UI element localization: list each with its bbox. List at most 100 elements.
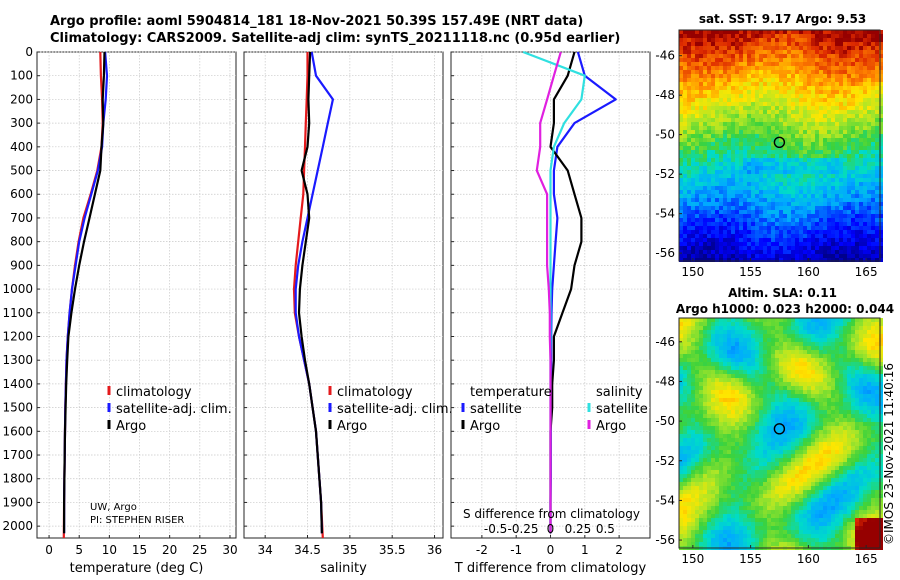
sla-map-cell <box>835 438 839 442</box>
sla-map-cell <box>723 330 727 334</box>
sla-map-cell <box>679 322 683 326</box>
sst-map-cell <box>795 250 799 254</box>
sst-map-cell <box>771 230 775 234</box>
sla-map-cell <box>803 374 807 378</box>
sla-map-cell <box>775 442 779 446</box>
sla-map-cell <box>683 326 687 330</box>
sst-map-cell <box>759 210 763 214</box>
sst-map-cell <box>775 170 779 174</box>
sst-map-cell <box>683 206 687 210</box>
sst-map-cell <box>847 130 851 134</box>
sst-map-cell <box>807 186 811 190</box>
sst-map-cell <box>759 166 763 170</box>
sst-map-cell <box>735 106 739 110</box>
sst-map-cell <box>775 182 779 186</box>
sst-map-cell <box>867 66 871 70</box>
sst-map-cell <box>803 86 807 90</box>
sst-map-cell <box>795 122 799 126</box>
sst-map-cell <box>695 102 699 106</box>
sla-map-cell <box>771 362 775 366</box>
sst-map-cell <box>731 174 735 178</box>
sst-map-cell <box>879 50 883 54</box>
sst-map-cell <box>679 58 683 62</box>
sst-map-cell <box>835 114 839 118</box>
sst-map-cell <box>723 38 727 42</box>
sla-map-cell <box>811 366 815 370</box>
sla-map-cell <box>723 318 727 322</box>
sst-map-cell <box>763 110 767 114</box>
sst-map-cell <box>687 54 691 58</box>
sst-map-cell <box>855 234 859 238</box>
sst-map-cell <box>683 150 687 154</box>
sst-map-cell <box>727 70 731 74</box>
sst-map-cell <box>779 170 783 174</box>
sla-map-cell <box>715 342 719 346</box>
sla-map-cell <box>743 418 747 422</box>
sst-map-cell <box>727 54 731 58</box>
sst-map-cell <box>835 110 839 114</box>
sst-map-cell <box>799 194 803 198</box>
sst-map-cell <box>687 38 691 42</box>
sla-map-cell <box>851 398 855 402</box>
sla-map-cell <box>679 398 683 402</box>
sst-map-cell <box>707 250 711 254</box>
sst-map-cell <box>751 142 755 146</box>
sst-map-cell <box>835 226 839 230</box>
sst-map-cell <box>791 98 795 102</box>
sla-map-cell <box>719 382 723 386</box>
sst-map-cell <box>783 34 787 38</box>
sla-map-cell <box>687 438 691 442</box>
sla-map-cell <box>775 382 779 386</box>
sla-map-cell <box>831 354 835 358</box>
temperature-legend-label: climatology <box>116 385 192 400</box>
sst-map-cell <box>791 114 795 118</box>
sst-map-cell <box>859 154 863 158</box>
sst-map-cell <box>735 90 739 94</box>
sla-map-cell <box>699 334 703 338</box>
sla-map-cell <box>879 390 883 394</box>
sla-map-cell <box>847 366 851 370</box>
sst-map-cell <box>771 102 775 106</box>
sst-map-cell <box>743 158 747 162</box>
sst-map-cell <box>779 222 783 226</box>
sla-map-cell <box>843 358 847 362</box>
sla-map-cell <box>683 334 687 338</box>
sst-map-cell <box>739 190 743 194</box>
sla-map-cell <box>847 338 851 342</box>
temperature-x-axis-label: temperature (deg C) <box>70 561 204 576</box>
sst-map-cell <box>683 114 687 118</box>
sla-map-cell <box>719 370 723 374</box>
sst-map-cell <box>687 162 691 166</box>
sst-map-cell <box>827 138 831 142</box>
sla-map-cell <box>691 398 695 402</box>
sla-map-cell <box>739 386 743 390</box>
sst-map-cell <box>811 66 815 70</box>
sst-map-cell <box>803 230 807 234</box>
sla-map-cell <box>719 414 723 418</box>
sst-map-cell <box>843 126 847 130</box>
sla-map-cell <box>867 378 871 382</box>
sst-map-cell <box>727 206 731 210</box>
sst-map-cell <box>867 190 871 194</box>
sla-map-cell <box>783 318 787 322</box>
sst-map-cell <box>703 166 707 170</box>
sst-map-cell <box>879 174 883 178</box>
sst-map-cell <box>683 74 687 78</box>
sst-map-cell <box>839 178 843 182</box>
sst-map-cell <box>727 38 731 42</box>
sst-map-cell <box>719 34 723 38</box>
sla-map-cell <box>803 338 807 342</box>
sla-map-cell <box>731 446 735 450</box>
sla-map-cell <box>683 338 687 342</box>
sla-map-cell <box>703 418 707 422</box>
sla-map-cell <box>751 434 755 438</box>
sst-map-cell <box>719 230 723 234</box>
sst-map-cell <box>771 238 775 242</box>
sst-map-cell <box>691 154 695 158</box>
sla-map-cell <box>863 322 867 326</box>
sst-map-lon-tick-label: 155 <box>739 265 762 279</box>
sst-map-cell <box>779 86 783 90</box>
sst-map-cell <box>771 186 775 190</box>
sla-map-cell <box>815 422 819 426</box>
sst-map-cell <box>867 146 871 150</box>
